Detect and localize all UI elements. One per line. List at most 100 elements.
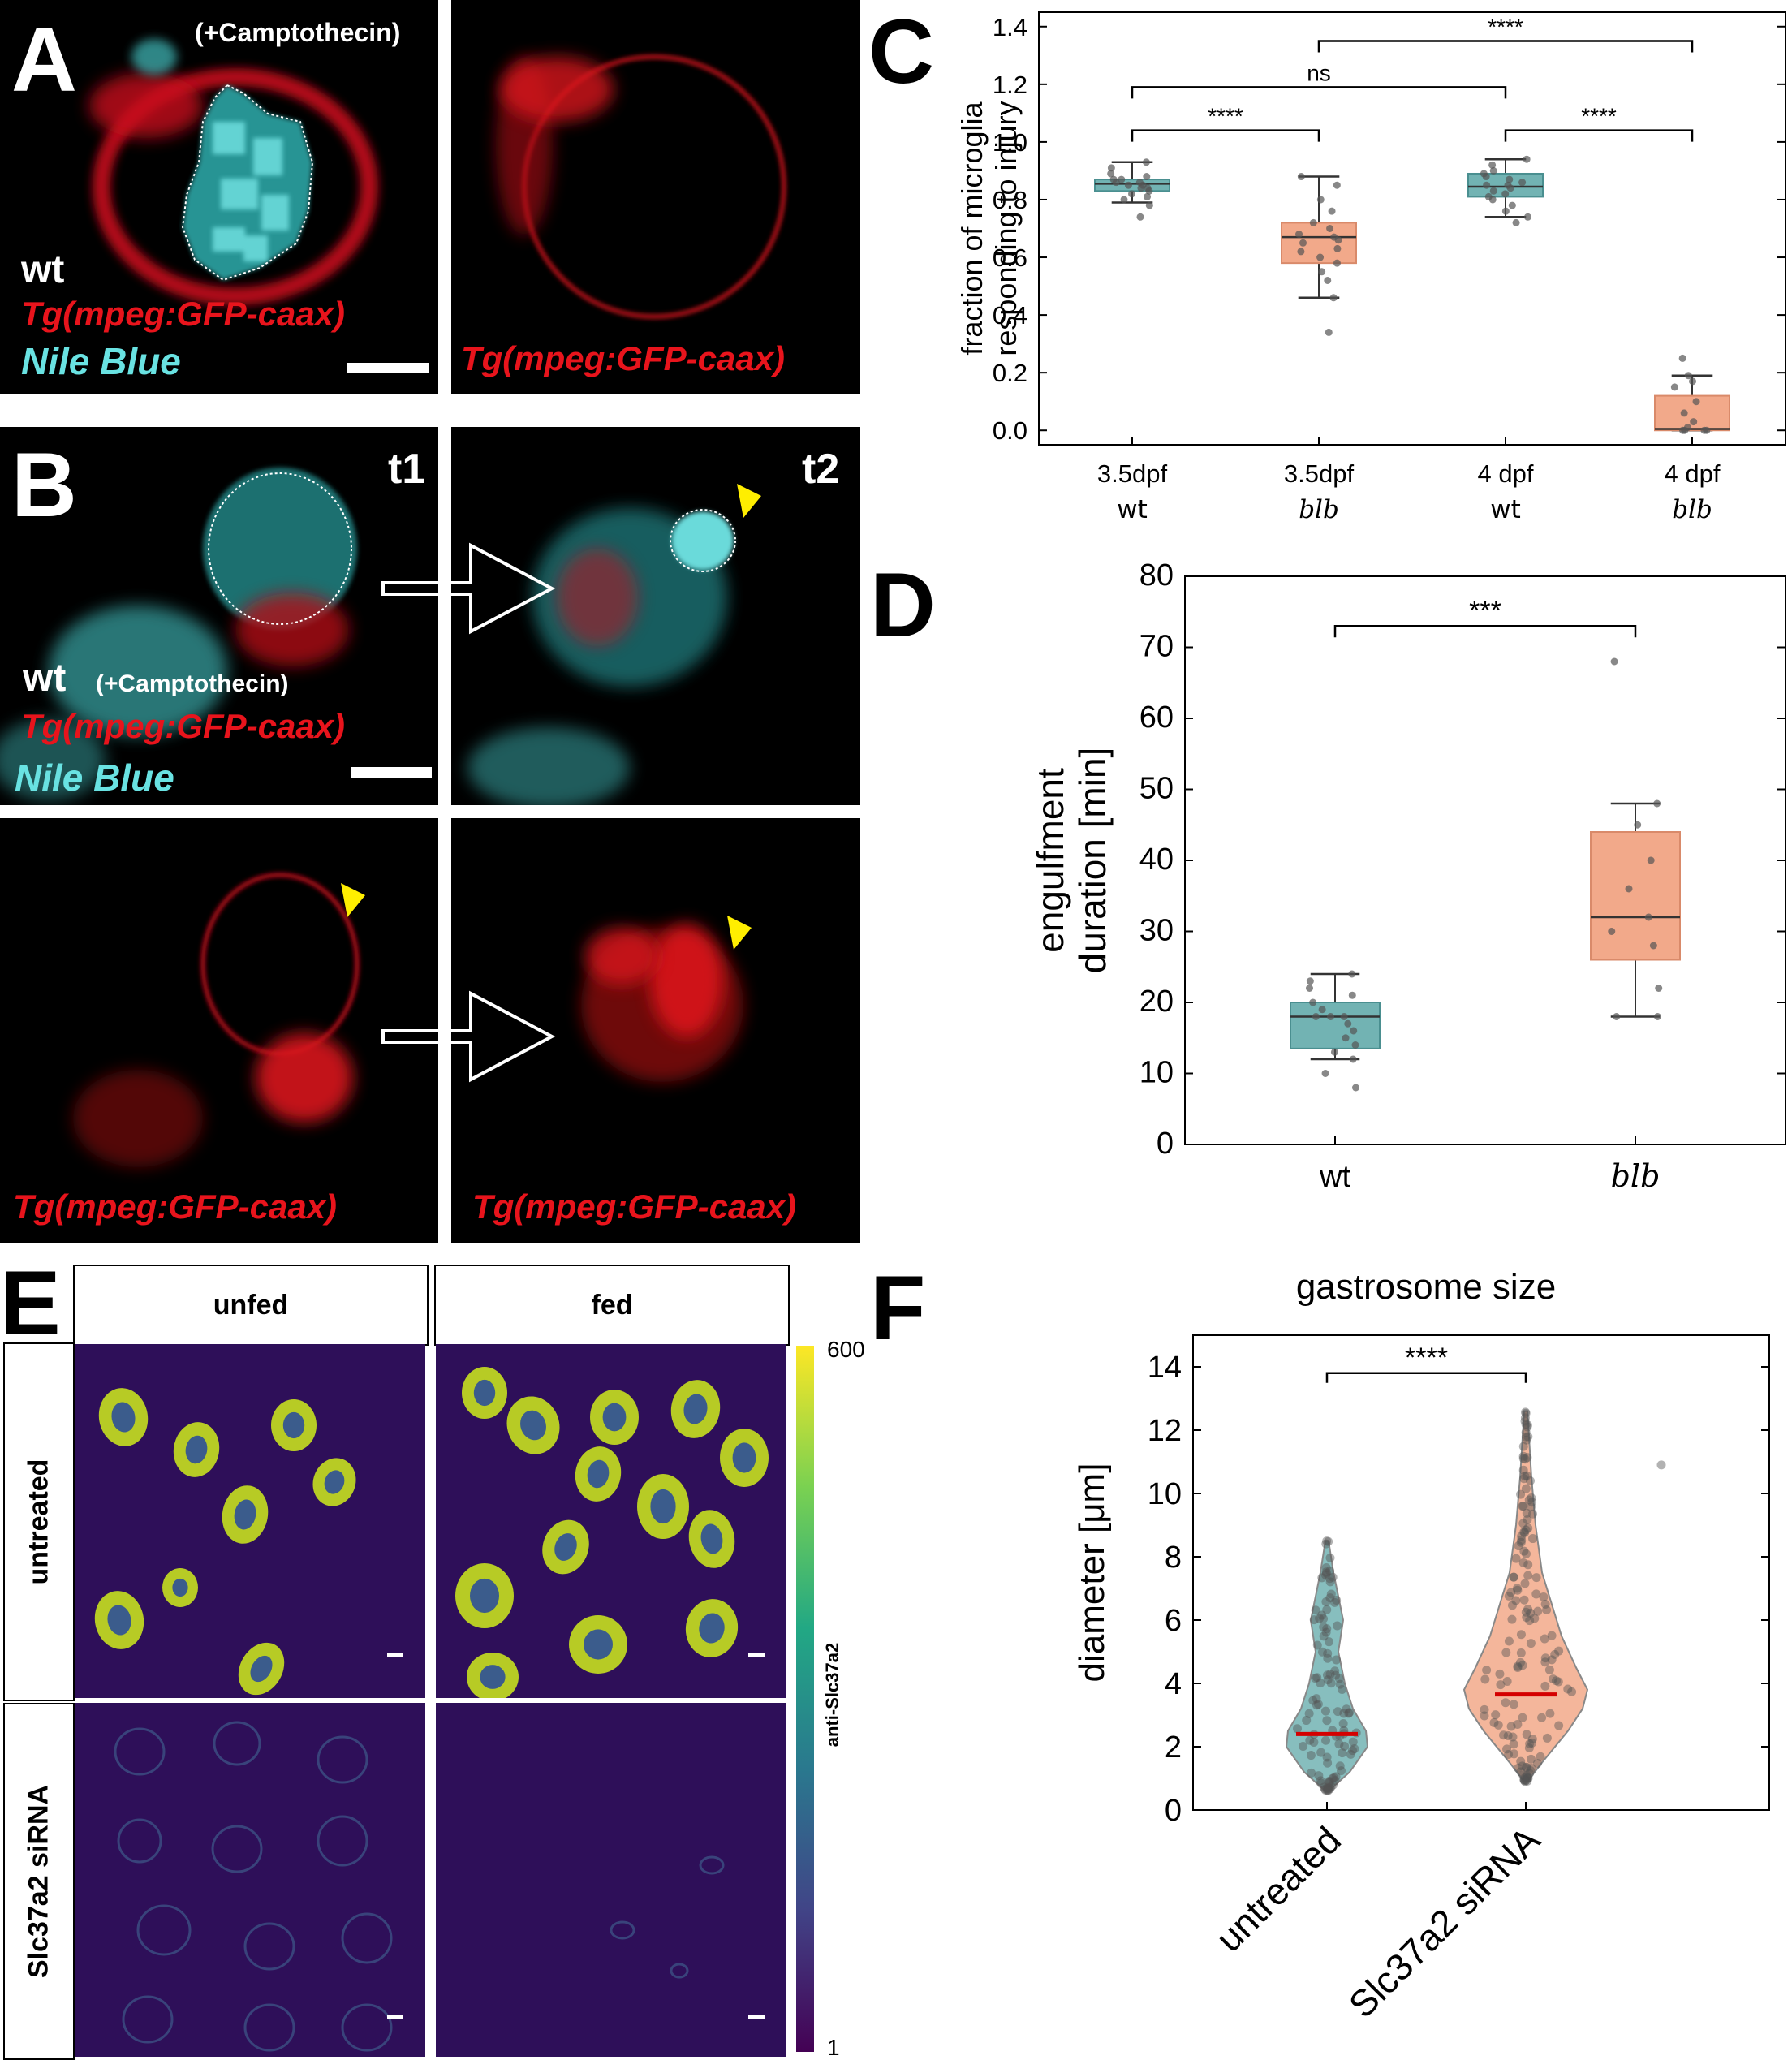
x-tick-label: blb <box>1299 495 1339 524</box>
data-point <box>1684 372 1692 380</box>
data-point <box>1351 1041 1359 1049</box>
data-point <box>1493 1720 1503 1730</box>
data-point <box>1333 1707 1342 1717</box>
data-point <box>1531 1589 1541 1599</box>
data-point <box>1308 1696 1318 1705</box>
plot-frame <box>1184 575 1786 1145</box>
data-point <box>1332 1595 1342 1605</box>
data-point <box>1527 1493 1536 1503</box>
data-point <box>1527 1498 1537 1507</box>
data-point <box>1143 173 1151 181</box>
data-point <box>1312 1700 1321 1710</box>
treatment-label: (+Camptothecin) <box>96 670 289 697</box>
data-point <box>1322 1752 1332 1762</box>
cell <box>243 1922 295 1971</box>
data-point <box>1540 1681 1550 1691</box>
panel-letter-f: F <box>870 1257 926 1359</box>
data-point <box>1522 1508 1531 1518</box>
data-point <box>1317 1610 1327 1620</box>
data-point <box>1299 1741 1308 1751</box>
data-point <box>1326 1679 1336 1688</box>
data-point <box>1488 196 1497 204</box>
data-point <box>1342 1704 1351 1714</box>
data-point <box>1522 1471 1531 1480</box>
cell-nucleus <box>602 1403 627 1432</box>
cell-nucleus <box>250 1655 273 1683</box>
data-point <box>1112 179 1120 187</box>
data-point <box>1523 1422 1532 1432</box>
data-point <box>1325 1593 1335 1603</box>
data-point <box>1297 173 1305 181</box>
data-point <box>1613 1013 1621 1020</box>
data-point <box>1325 1670 1335 1679</box>
scale-bar <box>387 1653 403 1657</box>
data-point <box>1520 1416 1530 1426</box>
data-point <box>1520 1579 1530 1588</box>
data-point <box>1333 181 1341 189</box>
cell <box>117 1818 162 1864</box>
data-point <box>1501 190 1510 198</box>
data-point <box>1513 1663 1523 1673</box>
data-point <box>1295 231 1303 239</box>
data-point <box>1521 1407 1531 1417</box>
data-point <box>1509 1700 1518 1709</box>
data-point <box>1318 268 1326 276</box>
data-point <box>1524 1495 1534 1505</box>
plot-frame <box>1192 1334 1770 1811</box>
data-point <box>1504 1750 1514 1760</box>
micrograph-b-t2-red <box>581 916 752 1082</box>
data-point <box>1521 1428 1531 1437</box>
cell <box>610 1920 635 1940</box>
significance-bracket <box>1325 1372 1527 1383</box>
data-point <box>1508 201 1516 209</box>
data-point <box>1337 1766 1346 1776</box>
data-point <box>1610 657 1618 666</box>
data-point <box>1518 1558 1528 1567</box>
y-tick-label: 4 <box>1165 1667 1182 1701</box>
x-tick-label: 4 dpf <box>1665 459 1721 488</box>
cell <box>136 1904 192 1956</box>
data-point <box>1325 1778 1334 1787</box>
x-tick-label: 3.5dpf <box>1284 459 1355 488</box>
panel-a-red-channel-image: Tg(mpeg:GFP-caax) <box>451 0 860 394</box>
micrograph-e-sirna-fed <box>610 1855 765 2019</box>
data-point <box>1345 1708 1355 1717</box>
colorbar-min: 1 <box>827 2035 840 2060</box>
data-point <box>1340 1013 1348 1020</box>
data-point <box>1516 1648 1526 1658</box>
data-point <box>1501 207 1510 215</box>
cell <box>317 1735 368 1784</box>
data-point <box>1326 1782 1336 1791</box>
data-point <box>1523 1453 1532 1463</box>
data-point <box>1302 1716 1312 1726</box>
data-point <box>1519 1474 1529 1484</box>
channel-red-label: Tg(mpeg:GFP-caax) <box>472 1187 797 1226</box>
data-point <box>1325 1783 1334 1793</box>
data-point <box>1322 1624 1332 1634</box>
data-point <box>1526 1766 1536 1776</box>
chart-title: gastrosome size <box>1296 1267 1556 1307</box>
data-point <box>1501 1648 1511 1657</box>
micrograph-a-merged <box>89 39 429 373</box>
micrograph-e-sirna-unfed <box>114 1721 403 2052</box>
x-tick-label: blb <box>1672 495 1712 524</box>
data-point <box>1137 184 1145 192</box>
data-point <box>1521 1549 1531 1558</box>
data-point <box>1513 1661 1523 1671</box>
data-point <box>1504 1591 1514 1601</box>
data-point <box>1653 1013 1661 1020</box>
y-tick-label: 60 <box>1139 700 1174 735</box>
cell-nucleus <box>282 1411 305 1439</box>
channel-cyan-label: Nile Blue <box>21 340 181 382</box>
data-point <box>1142 158 1150 166</box>
data-point <box>1502 1676 1512 1686</box>
data-point <box>1321 1568 1331 1578</box>
data-point <box>1323 1782 1333 1792</box>
time-arrow-icon <box>381 990 556 1083</box>
data-point <box>1324 276 1332 284</box>
data-point <box>1136 213 1144 221</box>
data-point <box>1333 1621 1342 1631</box>
panel-e-untreated-fed <box>436 1344 786 1698</box>
violin <box>1462 1410 1589 1782</box>
data-point <box>1325 1577 1335 1587</box>
